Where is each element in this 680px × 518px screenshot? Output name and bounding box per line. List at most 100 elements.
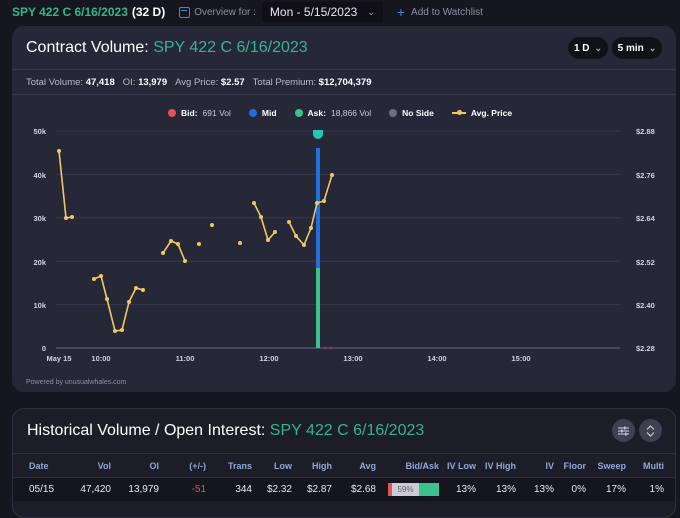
stats-bar: Total Volume: 47,418 OI: 13,979 Avg Pric… xyxy=(12,70,676,95)
cell-low: $2.32 xyxy=(266,484,292,495)
cell-trans: 344 xyxy=(235,484,252,495)
powered-by: Powered by unusualwhales.com xyxy=(26,379,127,386)
col-sweep[interactable]: Sweep xyxy=(597,460,626,471)
contract-volume-card: Contract Volume: SPY 422 C 6/16/2023 1 D… xyxy=(12,26,676,392)
cell-high: $2.87 xyxy=(306,484,332,495)
col-high[interactable]: High xyxy=(312,460,332,471)
cell-date: 05/15 xyxy=(29,484,55,495)
svg-text:30k: 30k xyxy=(33,214,46,223)
svg-text:$2.40: $2.40 xyxy=(636,301,655,310)
add-to-watchlist-button[interactable]: + Add to Watchlist xyxy=(397,4,483,20)
chevron-down-icon: ⌄ xyxy=(367,6,375,17)
col-iv[interactable]: IV xyxy=(545,460,554,471)
range-select[interactable]: 1 D ⌄ xyxy=(568,37,608,59)
col-iv-high[interactable]: IV High xyxy=(485,460,516,471)
flag-marker-icon xyxy=(313,130,323,139)
x-axis-labels: May 15 10:00 11:00 12:00 13:00 14:00 15:… xyxy=(46,354,530,363)
cell-floor: 0% xyxy=(571,484,586,495)
svg-text:10:00: 10:00 xyxy=(91,354,110,363)
expand-collapse-button[interactable] xyxy=(639,419,662,442)
no-side-dot-icon xyxy=(389,109,398,117)
svg-text:$2.76: $2.76 xyxy=(636,171,655,180)
title-prefix: Contract Volume: xyxy=(26,38,149,56)
col-vol[interactable]: Vol xyxy=(97,460,111,471)
svg-text:40k: 40k xyxy=(33,171,46,180)
legend-avg-price[interactable]: Avg. Price xyxy=(451,108,512,118)
historical-title-prefix: Historical Volume / Open Interest: xyxy=(27,422,266,439)
mid-dot-icon xyxy=(248,109,257,117)
y2-axis-labels: $2.88 $2.76 $2.64 $2.52 $2.40 $2.28 xyxy=(636,127,656,353)
historical-title-ticker: SPY 422 C 6/16/2023 xyxy=(269,422,425,439)
top-bar: SPY 422 C 6/16/2023 (32 D) Overview for … xyxy=(0,0,680,24)
stat-avg-price: Avg Price: $2.57 xyxy=(175,76,245,88)
table-header: Date Vol OI (+/-) Trans Low High Avg Bid… xyxy=(13,453,675,477)
cell-iv: 13% xyxy=(533,484,554,495)
svg-text:14:00: 14:00 xyxy=(427,354,446,363)
col-bid-ask[interactable]: Bid/Ask xyxy=(405,460,439,471)
svg-text:May 15: May 15 xyxy=(46,354,71,363)
overview-label: Overview for : xyxy=(194,6,256,18)
svg-text:11:00: 11:00 xyxy=(176,354,195,363)
chevron-up-down-icon xyxy=(646,424,655,437)
stat-oi: OI: 13,979 xyxy=(122,76,168,88)
table-row[interactable]: 05/15 47,420 13,979 -51 344 $2.32 $2.87 … xyxy=(13,477,675,501)
chevron-down-icon: ⌄ xyxy=(648,42,657,53)
volume-price-chart[interactable]: 50k 40k 30k 20k 10k 0 $2.88 $2.76 $2.64 … xyxy=(12,26,676,392)
col-iv-low[interactable]: IV Low xyxy=(447,460,476,471)
bid-ask-pct: 59% xyxy=(392,483,419,496)
cell-oi: 13,979 xyxy=(128,484,159,495)
ticker-title: SPY 422 C 6/16/2023 xyxy=(12,5,128,19)
col-avg[interactable]: Avg xyxy=(359,460,376,471)
svg-text:13:00: 13:00 xyxy=(343,354,362,363)
col-low[interactable]: Low xyxy=(274,460,292,471)
historical-table: Date Vol OI (+/-) Trans Low High Avg Bid… xyxy=(13,453,675,501)
cell-sweep: 17% xyxy=(605,484,626,495)
col-floor[interactable]: Floor xyxy=(563,460,587,471)
chevron-down-icon: ⌄ xyxy=(594,42,603,53)
interval-select[interactable]: 5 min ⌄ xyxy=(612,37,662,59)
cell-bid-ask: 59% xyxy=(376,483,439,496)
date-select-value: Mon - 5/15/2023 xyxy=(269,5,358,19)
col-oi[interactable]: OI xyxy=(149,460,159,471)
gridlines xyxy=(56,130,620,306)
svg-text:50k: 50k xyxy=(33,127,46,136)
y-axis-labels: 50k 40k 30k 20k 10k 0 xyxy=(33,127,46,353)
bid-dot-icon xyxy=(168,109,176,117)
legend-mid[interactable]: Mid xyxy=(248,108,277,118)
line-marker-icon xyxy=(451,110,466,115)
cell-iv-low: 13% xyxy=(455,484,476,495)
legend-bid[interactable]: Bid: 691 Vol xyxy=(168,108,231,118)
stat-total-premium: Total Premium: $12,704,379 xyxy=(252,76,372,88)
interval-select-value: 5 min xyxy=(617,42,644,54)
chart-legend: Bid: 691 Vol Mid Ask: 18,866 Vol No Side A… xyxy=(168,108,512,118)
svg-text:10k: 10k xyxy=(33,301,46,310)
title-ticker: SPY 422 C 6/16/2023 xyxy=(153,38,308,56)
col-date[interactable]: Date xyxy=(29,460,49,471)
date-select[interactable]: Mon - 5/15/2023 ⌄ xyxy=(261,2,383,22)
days-to-expiry: (32 D) xyxy=(131,5,166,19)
contract-volume-title: Contract Volume: SPY 422 C 6/16/2023 xyxy=(26,39,308,57)
cell-multi: 1% xyxy=(649,484,664,495)
avg-price-points xyxy=(57,149,334,333)
cell-avg: $2.68 xyxy=(350,484,376,495)
stat-total-volume: Total Volume: 47,418 xyxy=(26,76,115,88)
legend-ask[interactable]: Ask: 18,866 Vol xyxy=(294,108,371,118)
svg-text:12:00: 12:00 xyxy=(259,354,278,363)
col-multi[interactable]: Multi xyxy=(643,460,664,471)
legend-no-side[interactable]: No Side xyxy=(389,108,434,118)
col-trans[interactable]: Trans xyxy=(227,460,252,471)
svg-text:$2.28: $2.28 xyxy=(636,344,655,353)
svg-text:$2.64: $2.64 xyxy=(636,214,656,223)
overview-label-group: Overview for : xyxy=(179,6,256,18)
historical-card: Historical Volume / Open Interest: SPY 4… xyxy=(12,408,676,518)
col-change[interactable]: (+/-) xyxy=(189,460,206,471)
add-to-watchlist-label: Add to Watchlist xyxy=(411,6,483,18)
avg-price-line xyxy=(58,150,333,332)
filter-button[interactable] xyxy=(612,419,635,442)
plus-icon: + xyxy=(396,4,406,20)
cell-change: -51 xyxy=(191,484,206,495)
svg-text:$2.88: $2.88 xyxy=(636,127,655,136)
ask-dot-icon xyxy=(294,109,303,117)
bid-ask-bar: 59% xyxy=(388,483,439,496)
calendar-icon xyxy=(179,6,191,18)
